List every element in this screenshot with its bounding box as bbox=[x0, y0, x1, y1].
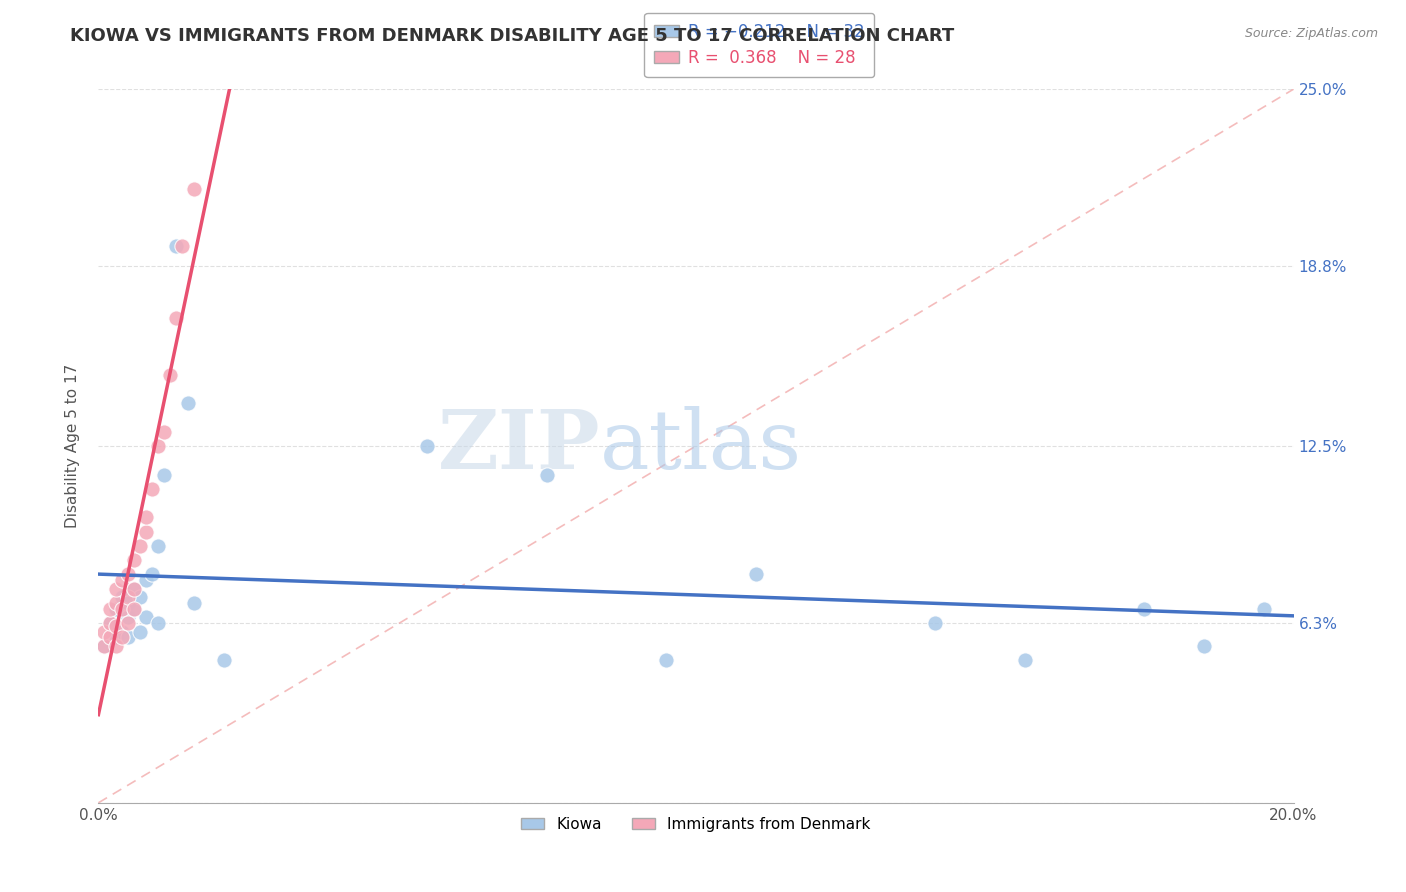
Y-axis label: Disability Age 5 to 17: Disability Age 5 to 17 bbox=[65, 364, 80, 528]
Point bbox=[141, 482, 163, 496]
Point bbox=[117, 610, 139, 624]
Point bbox=[141, 567, 163, 582]
Point bbox=[117, 615, 139, 630]
Point bbox=[148, 439, 170, 453]
Point bbox=[177, 396, 200, 410]
Point bbox=[1192, 639, 1215, 653]
Point bbox=[135, 510, 157, 524]
Point bbox=[129, 624, 152, 639]
Point bbox=[124, 601, 146, 615]
Point bbox=[111, 601, 134, 615]
Point bbox=[1253, 601, 1275, 615]
Point bbox=[159, 368, 181, 382]
Legend: Kiowa, Immigrants from Denmark: Kiowa, Immigrants from Denmark bbox=[515, 811, 877, 838]
Point bbox=[148, 539, 170, 553]
Point bbox=[124, 601, 146, 615]
Point bbox=[111, 630, 134, 644]
Text: ZIP: ZIP bbox=[437, 406, 600, 486]
Text: atlas: atlas bbox=[600, 406, 803, 486]
Point bbox=[105, 630, 128, 644]
Point bbox=[153, 425, 176, 439]
Point bbox=[105, 601, 128, 615]
Point bbox=[129, 539, 152, 553]
Point bbox=[745, 567, 768, 582]
Point bbox=[148, 615, 170, 630]
Point bbox=[124, 553, 146, 567]
Point bbox=[117, 591, 139, 605]
Point bbox=[117, 630, 139, 644]
Point bbox=[98, 601, 122, 615]
Point bbox=[105, 582, 128, 596]
Point bbox=[124, 582, 146, 596]
Point bbox=[111, 591, 134, 605]
Point bbox=[153, 467, 176, 482]
Point bbox=[124, 582, 146, 596]
Text: Source: ZipAtlas.com: Source: ZipAtlas.com bbox=[1244, 27, 1378, 40]
Point bbox=[1014, 653, 1036, 667]
Point bbox=[135, 524, 157, 539]
Point bbox=[105, 619, 128, 633]
Point bbox=[1133, 601, 1156, 615]
Point bbox=[924, 615, 946, 630]
Point bbox=[98, 615, 122, 630]
Point bbox=[111, 624, 134, 639]
Point bbox=[536, 467, 558, 482]
Point bbox=[93, 624, 115, 639]
Point bbox=[172, 239, 194, 253]
Point bbox=[655, 653, 678, 667]
Point bbox=[129, 591, 152, 605]
Point bbox=[93, 639, 115, 653]
Point bbox=[117, 567, 139, 582]
Point bbox=[105, 596, 128, 610]
Point bbox=[93, 639, 115, 653]
Point bbox=[135, 573, 157, 587]
Point bbox=[416, 439, 439, 453]
Point bbox=[165, 239, 187, 253]
Point bbox=[135, 610, 157, 624]
Point bbox=[98, 630, 122, 644]
Point bbox=[117, 596, 139, 610]
Point bbox=[98, 615, 122, 630]
Text: KIOWA VS IMMIGRANTS FROM DENMARK DISABILITY AGE 5 TO 17 CORRELATION CHART: KIOWA VS IMMIGRANTS FROM DENMARK DISABIL… bbox=[70, 27, 955, 45]
Point bbox=[105, 639, 128, 653]
Point bbox=[111, 573, 134, 587]
Point bbox=[212, 653, 235, 667]
Point bbox=[165, 310, 187, 325]
Point bbox=[183, 596, 205, 610]
Point bbox=[183, 182, 205, 196]
